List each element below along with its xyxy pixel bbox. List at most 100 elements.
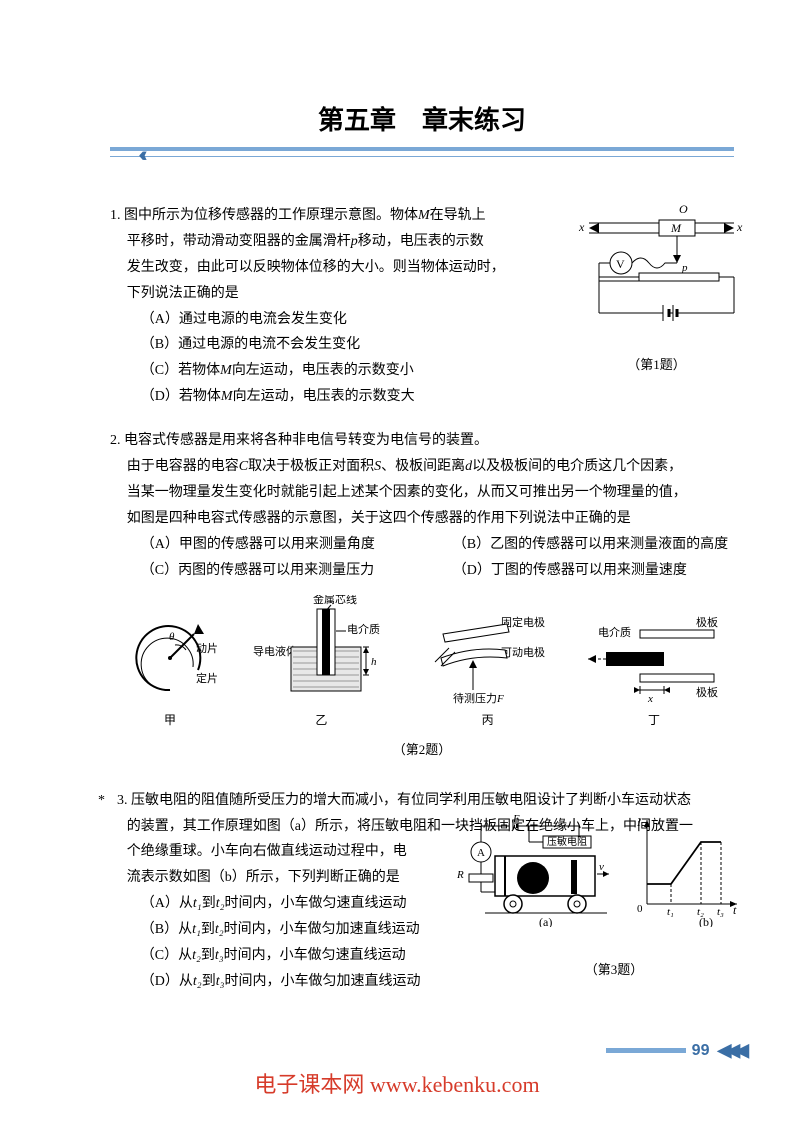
var-t3: t₃	[215, 948, 224, 963]
q3-option-b: 时间内，小车做匀加速直线运动	[224, 922, 420, 937]
title-divider: ‹‹‹	[110, 147, 734, 167]
svg-text:t: t	[733, 903, 737, 917]
fig-sublabel-yi: 乙	[251, 709, 391, 731]
q3-option-a: 时间内，小车做匀速直线运动	[224, 896, 406, 911]
footer-stripe	[606, 1048, 686, 1053]
figure-2d: 极板 电介质 极板 x	[584, 610, 724, 731]
q2-stem: 2. 电容式传感器是用来将各种非电信号转变为电信号的装置。	[110, 428, 734, 454]
q3-option-c: 到	[201, 948, 215, 963]
var-t1: t₁	[192, 922, 201, 937]
q1-stem: 移动，电压表的示数	[358, 234, 484, 249]
svg-text:v: v	[599, 861, 604, 873]
q3-marker: *	[98, 793, 105, 808]
figure-2b: 金属芯线 导电液体 电介质	[251, 595, 391, 731]
chapter-title: 第五章 章末练习	[110, 100, 734, 147]
q2-stem: 以及极板间的电介质这几个因素，	[472, 459, 682, 474]
var-C: C	[239, 459, 248, 474]
svg-text:极板: 极板	[696, 685, 718, 699]
q3-option-d: 时间内，小车做匀加速直线运动	[224, 974, 420, 989]
q3-stem: 3. 压敏电阻的阻值随所受压力的增大而减小，有位同学利用压敏电阻设计了判断小车运…	[117, 793, 691, 808]
q2-stem: 、极板间距离	[381, 459, 465, 474]
svg-text:动片: 动片	[196, 642, 218, 655]
svg-text:t₁: t₁	[667, 906, 674, 918]
q3-option-d: （D）从	[141, 974, 193, 989]
figure-1: O x x M V	[569, 203, 744, 377]
figure-3-caption: （第3题）	[554, 958, 674, 982]
q3-option-b: （B）从	[141, 922, 192, 937]
q3-option-a: （A）从	[141, 896, 193, 911]
var-M: M	[221, 389, 233, 404]
q2-stem: 由于电容器的电容	[127, 459, 239, 474]
svg-text:R: R	[456, 869, 464, 881]
q2-option-d: （D）丁图的传感器可以用来测量速度	[422, 558, 734, 584]
q1-stem: 发生改变，由此可以反映物体位移的大小。则当物体运动时，	[110, 255, 544, 281]
svg-text:θ: θ	[169, 631, 175, 643]
q3-option-d: 到	[202, 974, 216, 989]
q2-stem: 如图是四种电容式传感器的示意图，关于这四个传感器的作用下列说法中正确的是	[110, 506, 734, 532]
svg-text:x: x	[736, 220, 743, 234]
var-t2: t₂	[193, 974, 202, 989]
q3-option-c: （C）从	[141, 948, 192, 963]
fig1-label-O: O	[679, 203, 688, 216]
page-number: 99	[692, 1042, 710, 1060]
svg-text:极板: 极板	[696, 615, 718, 629]
fig-sublabel-ding: 丁	[584, 709, 724, 731]
q3-option-a: 到	[202, 896, 216, 911]
svg-text:压敏电阻: 压敏电阻	[547, 835, 587, 848]
var-t1: t₁	[193, 896, 202, 911]
q3-option-c: 时间内，小车做匀速直线运动	[224, 948, 406, 963]
q1-stem: 平移时，带动滑动变阻器的金属滑杆	[127, 234, 351, 249]
fig-sublabel-jia: 甲	[120, 709, 220, 731]
svg-text:p: p	[681, 262, 688, 274]
figure-2-caption: （第2题）	[110, 738, 734, 762]
svg-text:金属芯线: 金属芯线	[313, 595, 357, 606]
svg-text:x: x	[578, 220, 585, 234]
figure-2-row: θ 动片 定片 甲 金属芯线 导电液体 电介质	[110, 595, 734, 731]
svg-text:导电液体: 导电液体	[253, 644, 297, 658]
svg-text:待测压力F: 待测压力F	[453, 691, 504, 705]
q3-stem: 个绝缘重球。小车向右做直线运动过程中，电	[110, 839, 444, 865]
q2-stem: 当某一物理量发生变化时就能引起上述某个因素的变化，从而又可推出另一个物理量的值，	[110, 480, 734, 506]
q1-option-d: （D）若物体	[141, 389, 221, 404]
question-1: 1. 图中所示为位移传感器的工作原理示意图。物体M在导轨上 平移时，带动滑动变阻…	[110, 203, 734, 410]
svg-text:(a): (a)	[539, 915, 552, 927]
var-M: M	[418, 208, 430, 223]
svg-text:A: A	[477, 847, 485, 859]
q1-stem: 在导轨上	[430, 208, 486, 223]
figure-3: E A R	[451, 812, 744, 937]
q2-option-a: （A）甲图的传感器可以用来测量角度	[110, 532, 422, 558]
figure-2a: θ 动片 定片 甲	[120, 610, 220, 731]
svg-text:x: x	[647, 693, 653, 705]
q1-option-d: 向左运动，电压表的示数变大	[233, 389, 415, 404]
svg-text:定片: 定片	[196, 671, 218, 685]
chevron-left-icon: ◀◀◀	[717, 1040, 744, 1061]
var-p: p	[351, 234, 358, 249]
q3-stem: 流表示数如图（b）所示，下列判断正确的是	[110, 865, 444, 891]
svg-text:(b): (b)	[699, 915, 713, 927]
q2-option-b: （B）乙图的传感器可以用来测量液面的高度	[422, 532, 734, 558]
svg-text:0: 0	[637, 903, 643, 915]
fig-sublabel-bing: 丙	[423, 709, 553, 731]
var-t2: t₂	[215, 922, 224, 937]
question-2: 2. 电容式传感器是用来将各种非电信号转变为电信号的装置。 由于电容器的电容C取…	[110, 428, 734, 762]
q2-stem: 取决于极板正对面积	[248, 459, 374, 474]
q2-option-c: （C）丙图的传感器可以用来测量压力	[110, 558, 422, 584]
q1-option-c: 向左运动，电压表的示数变小	[232, 363, 414, 378]
svg-text:V: V	[616, 257, 625, 271]
var-t2: t₂	[192, 948, 201, 963]
question-3: *3. 压敏电阻的阻值随所受压力的增大而减小，有位同学利用压敏电阻设计了判断小车…	[110, 788, 734, 995]
q1-option-c: （C）若物体	[141, 363, 220, 378]
q1-option-b: （B）通过电源的电流不会发生变化	[110, 332, 544, 358]
q3-option-b: 到	[201, 922, 215, 937]
figure-1-caption: （第1题）	[569, 353, 744, 377]
watermark: 电子课本网 www.kebenku.com	[0, 1067, 794, 1099]
svg-text:t₃: t₃	[717, 906, 724, 918]
svg-text:电介质: 电介质	[598, 626, 631, 639]
var-M: M	[220, 363, 232, 378]
q1-option-a: （A）通过电源的电流会发生变化	[110, 307, 544, 333]
q1-stem: 下列说法正确的是	[110, 281, 544, 307]
chevron-left-icon: ‹‹‹	[138, 141, 142, 167]
figure-2c: 固定电极 可动电极 待测压力F 丙	[423, 610, 553, 731]
svg-text:h: h	[371, 656, 377, 668]
svg-text:M: M	[670, 221, 682, 235]
